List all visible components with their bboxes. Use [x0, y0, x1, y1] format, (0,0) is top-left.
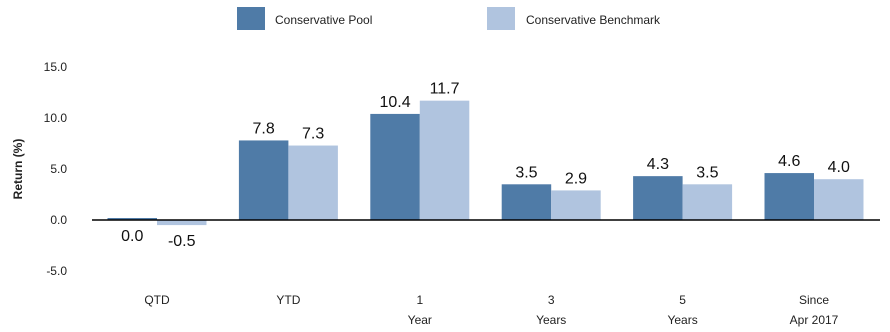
x-tick-label: Apr 2017	[790, 313, 839, 327]
bar	[682, 184, 733, 220]
bar	[814, 179, 864, 220]
bar	[370, 113, 420, 220]
x-tick-label: Years	[667, 313, 697, 327]
data-label: 4.6	[778, 153, 800, 170]
data-label: 11.7	[430, 81, 460, 98]
data-label: 7.3	[302, 126, 324, 143]
legend-label: Conservative Benchmark	[526, 13, 661, 27]
bar	[551, 190, 601, 220]
data-label: -0.5	[168, 233, 196, 250]
y-axis: -5.0 0.0 5.0 10.0 15.0 Return (%)	[11, 60, 67, 278]
bar	[501, 184, 552, 220]
x-tick-label: Since	[799, 293, 829, 307]
legend-label: Conservative Pool	[275, 13, 372, 27]
legend-swatch	[237, 7, 265, 30]
legend: Conservative Pool Conservative Benchmark	[237, 7, 661, 30]
x-axis: QTD YTD 1 Year 3 Years 5 Years Since Apr 2017	[92, 219, 880, 327]
y-axis-title: Return (%)	[11, 139, 25, 200]
y-tick-label: 10.0	[44, 111, 68, 125]
data-label: 3.5	[515, 164, 537, 181]
data-labels: 0.0 -0.5 7.8 7.3 10.4 11.7 3.5 2.9 4.3 3.5 4.6 4.0	[121, 81, 850, 250]
x-tick-label: Year	[408, 313, 432, 327]
bars	[107, 100, 864, 226]
y-tick-label: 5.0	[50, 162, 67, 176]
bar	[764, 173, 814, 220]
data-label: 7.8	[253, 120, 275, 137]
x-tick-label: QTD	[144, 293, 170, 307]
data-label: 10.4	[379, 94, 410, 111]
data-label: 4.3	[647, 156, 669, 173]
bar	[419, 100, 470, 220]
bar	[157, 220, 207, 226]
data-label: 0.0	[121, 228, 143, 245]
x-tick-label: 3	[548, 293, 555, 307]
bar	[288, 145, 338, 220]
data-label: 4.0	[828, 159, 850, 176]
data-label: 2.9	[565, 170, 587, 187]
y-tick-label: -5.0	[46, 264, 67, 278]
legend-swatch	[487, 7, 515, 30]
bar	[633, 176, 683, 220]
y-tick-label: 0.0	[50, 213, 67, 227]
x-tick-label: 5	[679, 293, 686, 307]
x-tick-label: Years	[536, 313, 566, 327]
x-tick-label: YTD	[276, 293, 300, 307]
y-tick-label: 15.0	[44, 60, 68, 74]
data-label: 3.5	[696, 164, 718, 181]
x-tick-label: 1	[416, 293, 423, 307]
bar	[107, 218, 157, 220]
bar	[238, 140, 289, 220]
